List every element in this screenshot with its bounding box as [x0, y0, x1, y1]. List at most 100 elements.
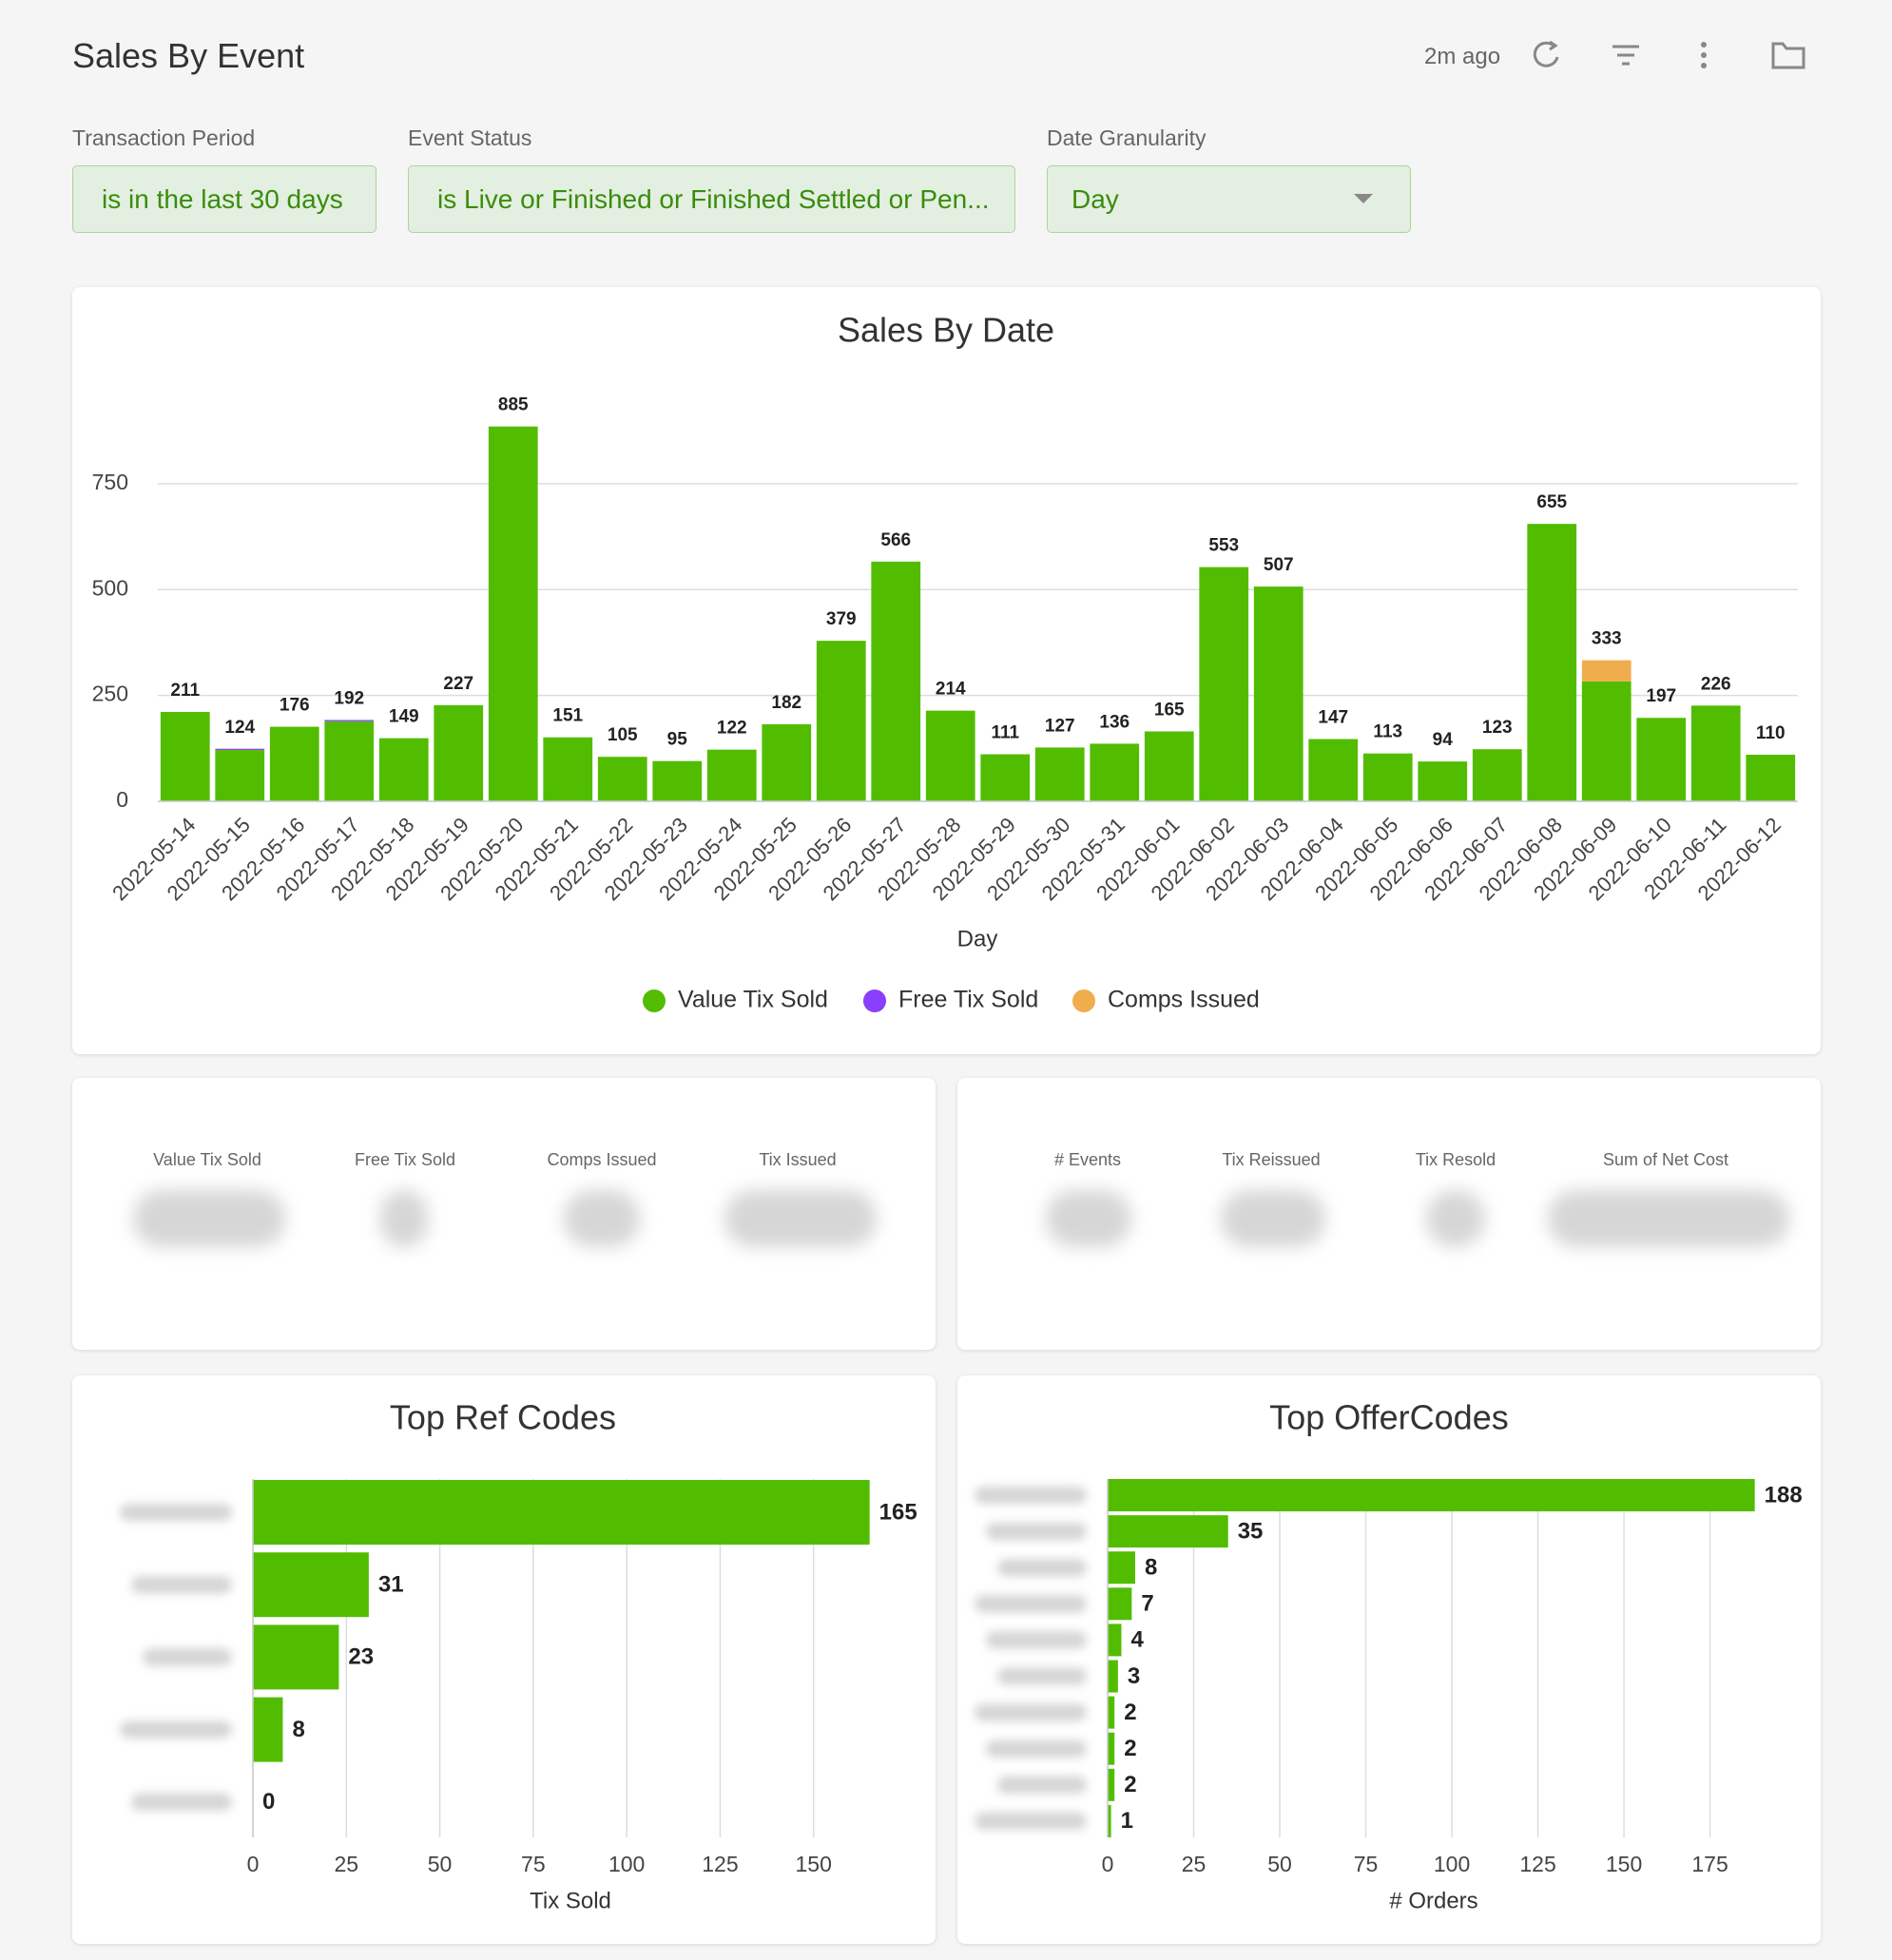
data-label: 31 — [378, 1572, 404, 1598]
bar-segment — [1636, 718, 1687, 801]
data-label: 655 — [1536, 492, 1567, 512]
data-label: 8 — [1145, 1555, 1157, 1581]
data-label: 226 — [1701, 674, 1731, 694]
data-label: 2 — [1124, 1772, 1136, 1797]
blurred-category-label — [997, 1559, 1087, 1577]
bar-segment — [324, 721, 375, 801]
x-axis-title: Tix Sold — [530, 1888, 611, 1913]
blurred-value — [133, 1190, 285, 1247]
blurred-category-label — [986, 1631, 1087, 1649]
blurred-category-label — [997, 1776, 1087, 1794]
chart-title: Top Ref Codes — [390, 1398, 616, 1437]
x-tick-label: 100 — [608, 1852, 645, 1876]
data-label: 127 — [1045, 716, 1075, 736]
blurred-category-label — [997, 1667, 1087, 1685]
kpi-label: # Events — [1053, 1150, 1122, 1169]
bar — [253, 1480, 870, 1545]
toolbar-icons — [1533, 40, 1805, 69]
bar — [1108, 1768, 1115, 1801]
bar-segment — [1362, 753, 1413, 801]
x-tick-label: 150 — [796, 1852, 832, 1876]
bar-segment — [1581, 681, 1631, 801]
filter-value[interactable]: is in the last 30 days — [72, 165, 376, 233]
data-label: 111 — [991, 723, 1019, 743]
bar-segment — [1199, 567, 1249, 801]
blurred-category-label — [975, 1595, 1087, 1613]
data-label: 553 — [1208, 536, 1239, 556]
bar-segment — [706, 749, 757, 801]
bar-segment — [1527, 524, 1577, 801]
y-tick-label: 0 — [116, 787, 128, 812]
bar-segment — [215, 750, 265, 801]
bar-segment — [1090, 743, 1140, 801]
x-axis-title: # Orders — [1389, 1888, 1477, 1913]
updated-time: 2m ago — [1424, 44, 1501, 69]
x-tick-label: 75 — [521, 1852, 546, 1876]
kpi-label: Tix Issued — [759, 1150, 837, 1169]
blurred-category-label — [120, 1720, 232, 1739]
refresh-icon[interactable] — [1533, 40, 1559, 67]
folder-icon[interactable] — [1771, 42, 1805, 69]
filter-value[interactable]: Day — [1047, 165, 1411, 233]
filter-value[interactable]: is Live or Finished or Finished Settled … — [408, 165, 1015, 233]
blurred-category-label — [131, 1793, 232, 1811]
kpi-label: Sum of Net Cost — [1602, 1150, 1729, 1169]
bar-segment — [215, 748, 265, 751]
bar-segment — [160, 711, 210, 801]
data-label: 379 — [826, 609, 857, 629]
kpi-label: Comps Issued — [547, 1150, 657, 1169]
x-tick-label: 75 — [1354, 1852, 1379, 1876]
bar-segment — [1144, 731, 1194, 801]
bar — [253, 1624, 339, 1690]
data-label: 165 — [1154, 700, 1185, 720]
more-icon[interactable] — [1701, 42, 1707, 68]
blurred-value — [1221, 1190, 1325, 1247]
data-label: 192 — [334, 688, 364, 708]
blurred-category-label — [120, 1504, 232, 1521]
x-axis-title: Day — [957, 926, 998, 951]
data-label: 123 — [1482, 718, 1513, 738]
blurred-value — [380, 1190, 428, 1247]
x-tick-label: 0 — [247, 1852, 260, 1876]
data-label: 113 — [1373, 722, 1402, 742]
data-label: 165 — [879, 1499, 917, 1525]
bar — [1108, 1804, 1111, 1837]
data-label: 110 — [1756, 723, 1786, 743]
data-label: 149 — [389, 707, 419, 727]
filter-icon[interactable] — [1612, 45, 1639, 66]
x-tick-label: 50 — [1267, 1852, 1292, 1876]
data-label: 147 — [1318, 708, 1348, 728]
y-tick-label: 250 — [92, 682, 128, 706]
bar — [1108, 1515, 1228, 1548]
blurred-value — [724, 1190, 877, 1247]
bar — [1108, 1551, 1135, 1585]
bar-segment — [925, 710, 975, 801]
data-label: 197 — [1646, 686, 1676, 706]
kpi-label: Free Tix Sold — [354, 1150, 456, 1169]
bar-segment — [1308, 739, 1359, 801]
y-tick-label: 500 — [92, 575, 128, 600]
data-label: 151 — [552, 706, 583, 726]
bar-segment — [434, 704, 484, 801]
blurred-category-label — [975, 1812, 1087, 1830]
data-label: 885 — [498, 395, 529, 415]
bar-segment — [762, 723, 812, 801]
data-label: 214 — [936, 680, 966, 700]
x-tick-label: 175 — [1691, 1852, 1728, 1876]
blurred-category-label — [131, 1576, 232, 1594]
bar-segment — [1690, 705, 1741, 801]
data-label: 507 — [1264, 555, 1294, 575]
blurred-category-label — [986, 1523, 1087, 1541]
kpi-label: Tix Reissued — [1222, 1150, 1321, 1169]
bar — [1108, 1732, 1115, 1765]
data-label: 95 — [667, 730, 688, 750]
bar-segment — [1418, 761, 1468, 801]
data-label: 8 — [292, 1717, 304, 1742]
x-tick-label: 100 — [1434, 1852, 1470, 1876]
data-label: 211 — [170, 681, 200, 701]
legend-marker — [863, 990, 886, 1012]
blurred-category-label — [986, 1739, 1087, 1758]
blurred-value — [564, 1190, 640, 1247]
bar — [1108, 1587, 1132, 1621]
